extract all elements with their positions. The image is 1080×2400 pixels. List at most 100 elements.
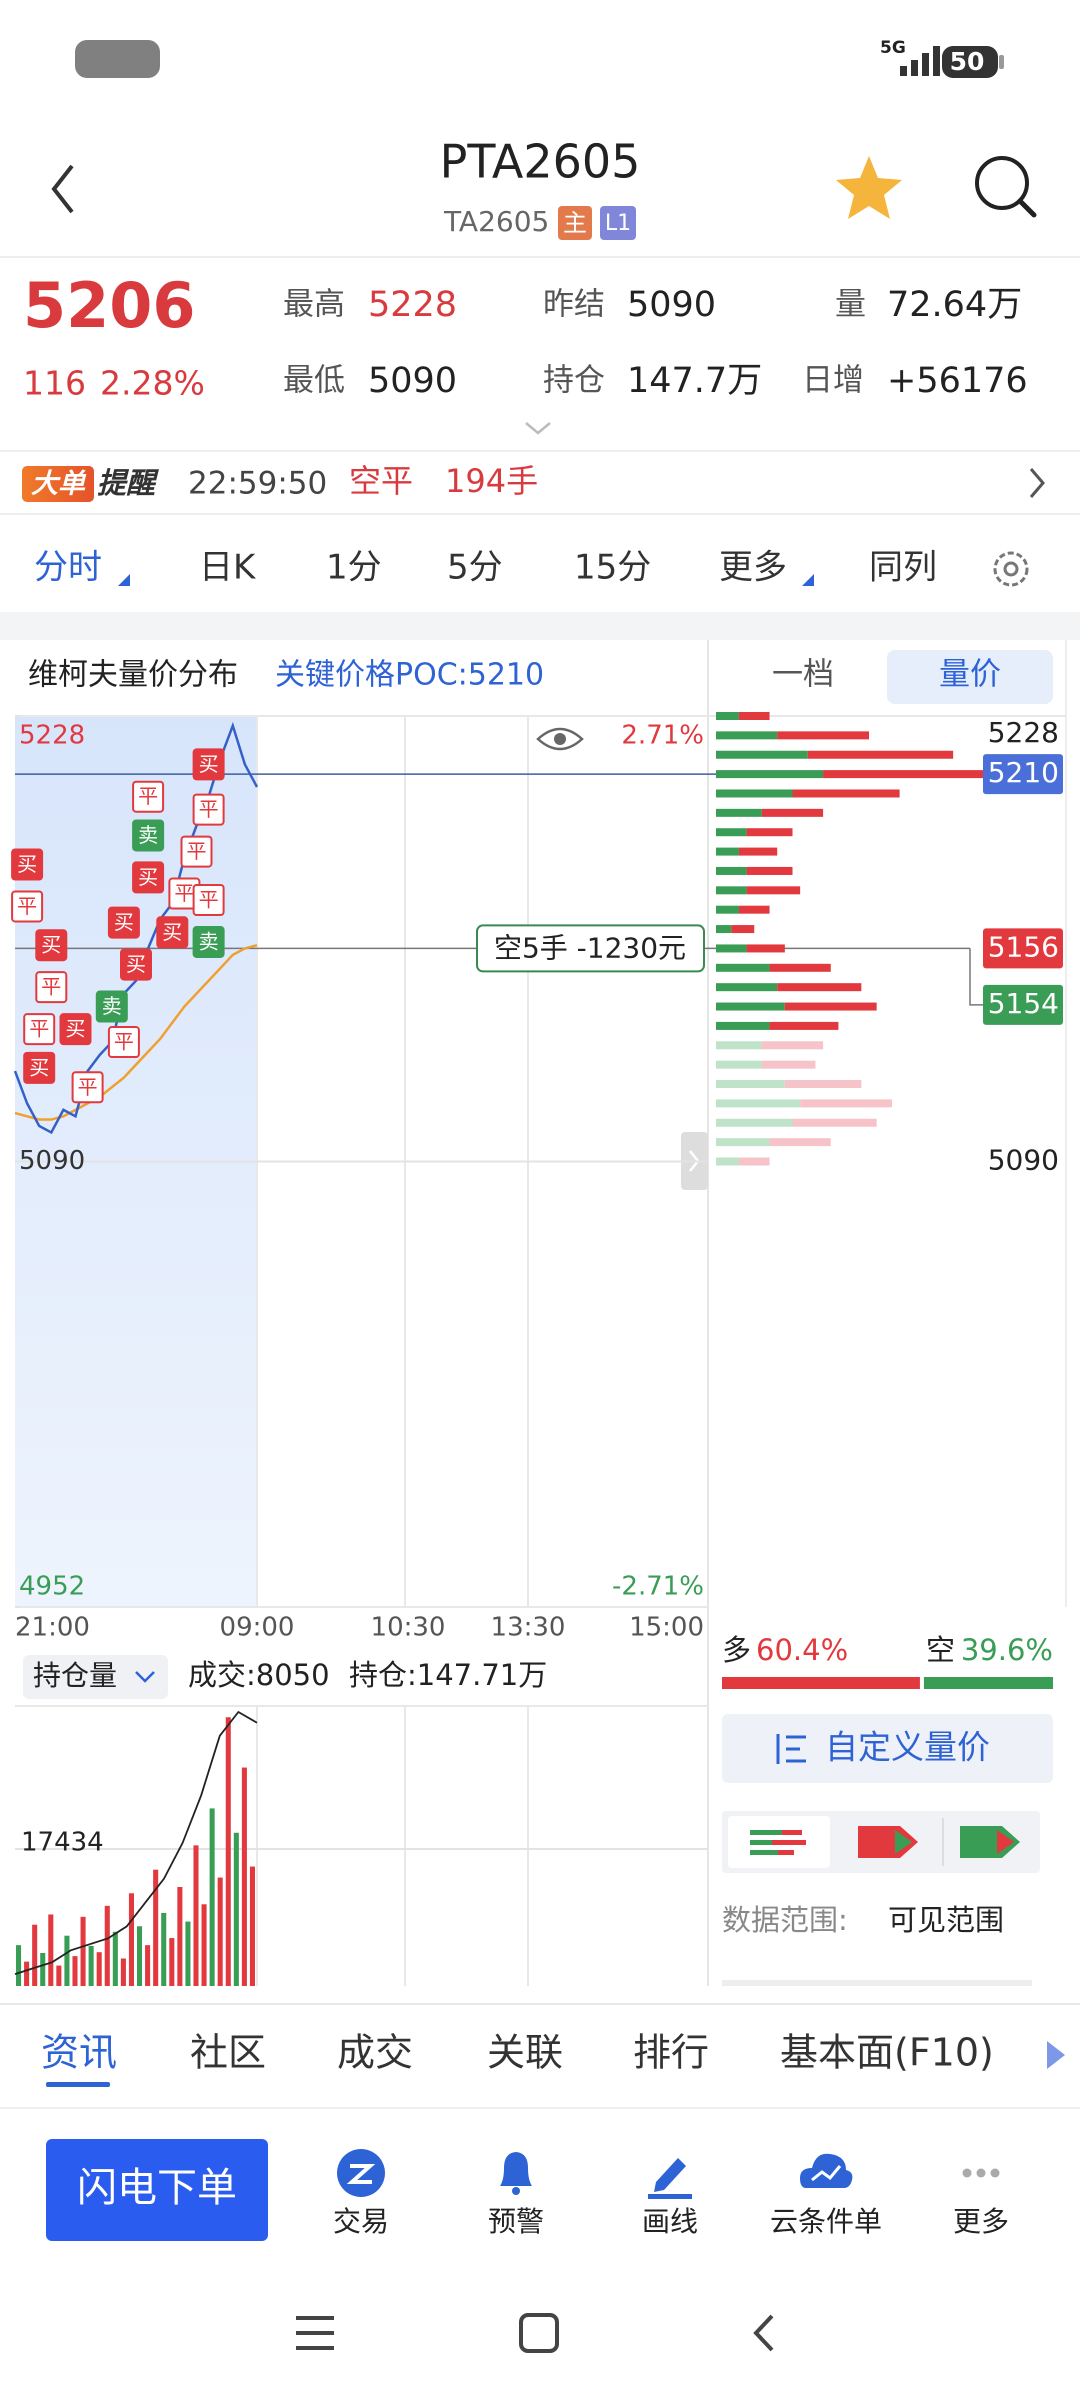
profile-short (716, 1099, 801, 1108)
volume-bar (201, 1904, 207, 1986)
action-label[interactable]: 更多 (953, 2205, 1009, 2238)
range-label: 数据范围: (722, 1903, 848, 1937)
price-tag (983, 928, 1063, 969)
alert-time: 22:59:50 (188, 466, 327, 502)
trade-marker (23, 1051, 56, 1084)
trade-marker-label: 买 (17, 852, 37, 876)
search-button[interactable] (975, 156, 1037, 218)
favorite-button[interactable] (836, 156, 902, 219)
volume-bar (16, 1945, 22, 1986)
x-tick-label: 09:00 (220, 1613, 295, 1643)
profile-short (716, 712, 739, 720)
volume-bar (233, 1832, 239, 1986)
stat-value: +56176 (887, 361, 1028, 401)
volume-bar (137, 1926, 143, 1986)
action-label[interactable]: 交易 (333, 2205, 389, 2238)
panel-title: 维柯夫量价分布 (28, 658, 238, 693)
volume-bar (249, 1866, 255, 1986)
battery-tip (999, 55, 1004, 69)
volume-bar (209, 1808, 215, 1986)
info-tab[interactable]: 基本面(F10) (780, 2031, 994, 2075)
stat-label: 量 (835, 287, 866, 323)
pct-bottom: -2.71% (612, 1572, 704, 1602)
trade-marker-label: 买 (41, 933, 61, 957)
profile-long (746, 944, 785, 953)
trade-marker-label: 平 (29, 1017, 49, 1041)
stat-value: 5090 (368, 361, 457, 401)
action-label[interactable]: 预警 (488, 2205, 544, 2238)
nav-home[interactable] (519, 2313, 559, 2353)
back-button[interactable] (51, 164, 74, 214)
trade-marker-label: 平 (41, 975, 61, 999)
visibility-toggle[interactable] (536, 727, 584, 751)
quick-order-button[interactable] (46, 2139, 268, 2241)
period-tab[interactable]: 5分 (447, 548, 503, 588)
volume-bar (225, 1717, 231, 1986)
volume-bar (177, 1886, 183, 1986)
profile-short (716, 1060, 762, 1069)
trade-marker (107, 906, 140, 939)
info-tab[interactable]: 资讯 (41, 2031, 117, 2075)
stat-value: 5090 (627, 285, 716, 325)
custom-button-text[interactable]: 自定义量价 (825, 1728, 990, 1767)
trade-marker (35, 971, 68, 1004)
volume-bar (56, 1965, 62, 1986)
info-tab[interactable]: 成交 (337, 2031, 413, 2075)
alert-action: 空平 (349, 462, 413, 500)
trade-marker (120, 948, 152, 981)
volume-bar (241, 1767, 247, 1986)
trade-marker (71, 1071, 104, 1104)
period-tab[interactable]: 15分 (574, 548, 651, 588)
settings-button[interactable] (993, 551, 1029, 587)
period-tab[interactable]: 日K (199, 548, 257, 588)
custom-icon (776, 1734, 806, 1764)
trade-marker (132, 861, 165, 894)
period-tab[interactable]: 1分 (326, 548, 382, 588)
trade-marker (59, 1013, 92, 1046)
expand-button[interactable] (525, 422, 551, 435)
info-tab[interactable]: 关联 (487, 2031, 563, 2075)
profile-long (792, 1118, 877, 1127)
period-tab[interactable]: 更多 (719, 548, 787, 588)
side-tab[interactable]: 一档 (772, 657, 834, 693)
price-tag-label: 5154 (988, 987, 1059, 1020)
price-tag-label: 5210 (988, 756, 1059, 789)
profile-short (716, 1118, 793, 1127)
volume-bar (169, 1938, 175, 1986)
profile-short (716, 770, 824, 779)
nav-menu[interactable] (296, 2316, 334, 2350)
quick-order-text[interactable]: 闪电下单 (77, 2165, 237, 2211)
period-tab[interactable]: 分时 (34, 548, 102, 588)
volume-bar (112, 1931, 118, 1986)
price-tag (983, 754, 1063, 795)
profile-long (761, 808, 824, 817)
profile-long (738, 905, 770, 914)
volume-selector[interactable]: 持仓量 (33, 1659, 117, 1692)
volume-bar (64, 1935, 70, 1986)
side-tab-active[interactable] (887, 650, 1053, 704)
range-value[interactable]: 可见范围 (888, 1903, 1004, 1937)
side-tab[interactable]: 量价 (939, 657, 1001, 693)
custom-button[interactable] (722, 1714, 1053, 1783)
stat-value: 72.64万 (887, 285, 1022, 325)
trade-marker-label: 平 (199, 797, 219, 821)
alert-more[interactable] (1029, 468, 1045, 498)
alert-tag (22, 466, 94, 502)
info-tab[interactable]: 社区 (190, 2031, 266, 2075)
action-label[interactable]: 画线 (642, 2205, 698, 2238)
volume-bar (153, 1869, 159, 1986)
trade-marker-label: 平 (174, 881, 194, 905)
volume-bar (72, 1956, 78, 1986)
info-tab[interactable]: 排行 (633, 2031, 709, 2075)
profile-long (777, 983, 862, 992)
action-label[interactable]: 云条件单 (770, 2205, 882, 2238)
selector-arrow (135, 1671, 155, 1683)
last-price: 5206 (23, 269, 196, 342)
nav-back[interactable] (753, 2314, 774, 2352)
period-tab[interactable]: 同列 (869, 548, 937, 588)
stat-label: 最低 (283, 363, 345, 399)
quote-stats: 最高 5228 最低 5090 昨结 5090 持仓 147.7万 量 72.6… (283, 285, 1028, 401)
tabs-more[interactable] (1047, 2041, 1065, 2069)
price-change: 116 (23, 364, 86, 403)
selector-box[interactable] (23, 1655, 168, 1699)
